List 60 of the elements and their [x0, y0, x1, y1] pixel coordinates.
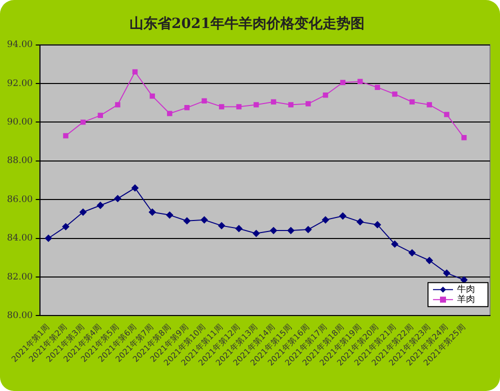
point: [409, 99, 415, 104]
point: [183, 217, 190, 224]
point: [358, 78, 363, 84]
point: [270, 99, 276, 104]
point: [304, 226, 312, 234]
point: [98, 112, 103, 118]
point: [80, 120, 86, 125]
point: [254, 102, 259, 108]
y-tick-label: 88.00: [7, 156, 34, 166]
point: [132, 184, 139, 192]
point: [132, 69, 138, 75]
point: [63, 133, 68, 138]
point: [444, 112, 450, 118]
point: [356, 218, 364, 226]
point: [322, 216, 329, 224]
point: [80, 208, 87, 216]
point: [150, 93, 155, 99]
point: [288, 102, 294, 108]
point: [391, 240, 398, 248]
y-tick-label: 82.00: [7, 272, 34, 282]
legend-label: 羊肉: [457, 294, 475, 305]
point: [461, 135, 467, 140]
y-tick-label: 86.00: [7, 194, 34, 205]
point: [235, 225, 242, 232]
point: [200, 216, 208, 224]
point: [115, 102, 120, 108]
y-tick-label: 84.00: [7, 234, 34, 244]
point: [166, 212, 174, 219]
point: [340, 80, 346, 86]
point: [270, 227, 278, 234]
point: [114, 195, 122, 202]
point: [460, 276, 468, 284]
point: [218, 104, 224, 110]
point: [426, 257, 433, 264]
point: [287, 227, 294, 234]
point: [44, 234, 52, 242]
point: [252, 230, 260, 237]
point: [374, 221, 381, 228]
point: [167, 110, 172, 116]
point: [443, 270, 450, 277]
point: [202, 98, 207, 104]
point: [148, 208, 156, 216]
point: [374, 84, 380, 90]
point: [339, 212, 346, 220]
point: [96, 202, 104, 209]
point: [218, 222, 226, 230]
point: [306, 101, 311, 106]
point: [184, 105, 190, 110]
point: [426, 102, 432, 108]
chart-title: 山东省2021年牛羊肉价格变化走势图: [130, 15, 364, 32]
y-tick-label: 90.00: [7, 118, 34, 128]
point: [392, 92, 398, 97]
point: [236, 104, 242, 110]
point: [322, 92, 328, 98]
point: [408, 249, 416, 256]
y-tick-label: 94.00: [7, 40, 34, 50]
y-tick-label: 92.00: [7, 78, 34, 89]
legend-label: 牛肉: [457, 284, 475, 295]
y-tick-label: 80.00: [7, 310, 34, 321]
point: [62, 223, 70, 230]
